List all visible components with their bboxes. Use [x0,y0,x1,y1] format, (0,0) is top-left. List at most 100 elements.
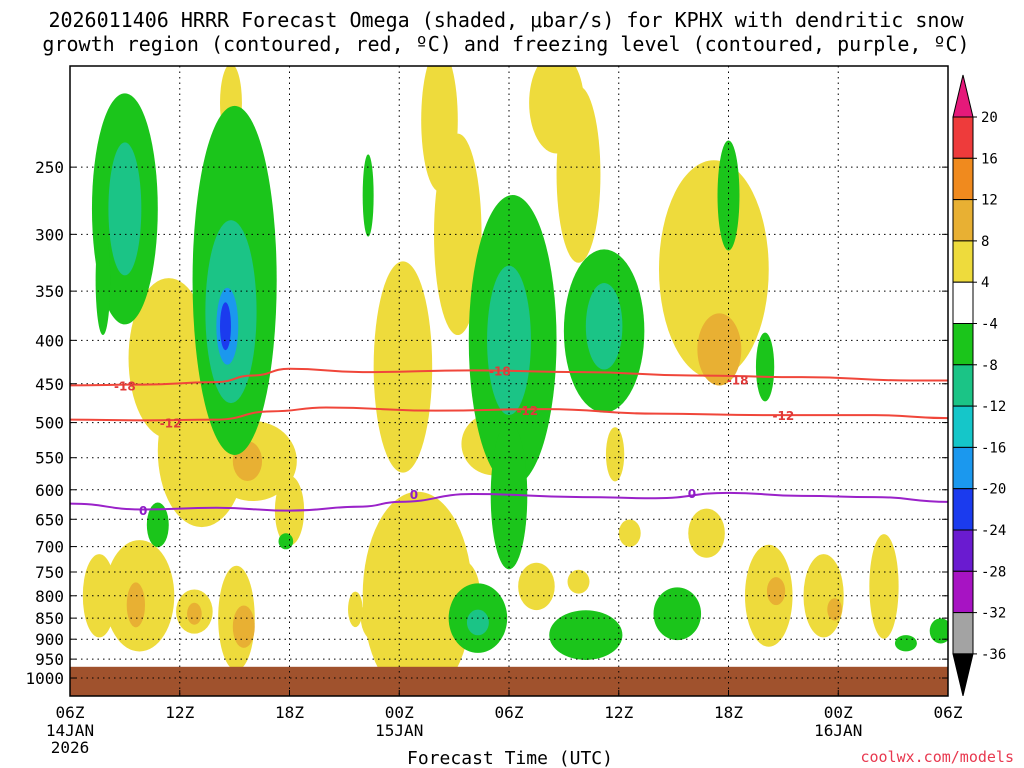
y-tick-label: 750 [35,563,64,582]
omega-region-21 [82,554,116,638]
y-tick-label: 800 [35,587,64,606]
contour-label: -12 [160,417,182,431]
omega-region-34 [766,577,786,606]
omega-region-53 [466,609,489,636]
omega-region-16 [618,519,641,547]
omega-region-47 [487,265,531,416]
omega-region-19 [126,582,145,628]
colorbar-segment [952,612,974,655]
colorbar-segment [952,157,974,201]
x-axis-label: Forecast Time (UTC) [407,748,613,768]
colorbar-segment [952,364,974,407]
colorbar-label: -28 [981,564,1006,580]
omega-region-55 [653,587,702,641]
colorbar-bottom-cap [952,653,974,697]
y-tick-label: 450 [35,375,64,394]
x-tick-label: 12Z [604,703,633,722]
omega-region-17 [688,508,725,558]
omega-region-59 [929,618,948,644]
colorbar-segment [952,446,974,490]
colorbar-segment [952,405,974,448]
omega-region-5 [373,261,433,473]
colorbar-label: 8 [981,234,989,250]
contour-line-1 [70,406,948,422]
omega-region-23 [187,602,202,625]
omega-region-62 [362,154,374,237]
omega-region-11 [658,160,769,379]
y-tick-label: 350 [35,282,64,301]
contour-line-0 [70,367,948,387]
colorbar-label: -36 [981,647,1006,663]
omega-region-36 [827,598,842,621]
y-tick-label: 900 [35,630,64,649]
omega-region-51 [755,332,775,402]
contour-line-2 [70,491,948,512]
chart-title-line-1: 2026011406 HRRR Forecast Omega (shaded, … [48,8,964,32]
contour-label: -18 [114,379,136,393]
colorbar-label: -32 [981,606,1006,622]
contour-label: -12 [516,404,538,418]
omega-region-7 [421,66,458,192]
contour-label: -18 [727,374,749,388]
y-tick-label: 400 [35,331,64,350]
x-date-label: 15JAN [375,721,423,740]
omega-region-57 [146,502,169,548]
y-tick-label: 850 [35,609,64,628]
grid-lines [69,66,949,696]
omega-region-12 [697,313,742,386]
y-tick-label: 650 [35,510,64,529]
x-date-label: 16JAN [814,721,862,740]
chart-title-line-2: growth region (contoured, red, ºC) and f… [42,32,969,56]
colorbar-segment [952,488,974,531]
colorbar-segment [952,323,974,366]
colorbar-segment [952,281,974,325]
x-date-label: 14JAN [46,721,94,740]
omega-region-15 [605,427,625,482]
contour-label: -12 [773,409,795,423]
y-tick-label: 250 [35,158,64,177]
omega-region-26 [232,605,255,648]
colorbar-segment [952,240,974,283]
omega-region-41 [108,142,142,276]
colorbar-segment [952,199,974,242]
credit-link[interactable]: coolwx.com/models [860,748,1014,766]
x-tick-label: 00Z [385,703,414,722]
colorbar-label: -8 [981,358,998,374]
temperature-contours: -18 -18 -18 -12 -12 -12 0 0 0 [70,364,948,518]
colorbar-label: 20 [981,110,998,126]
contour-label: 0 [139,504,147,518]
x-tick-label: 00Z [824,703,853,722]
omega-region-38 [362,491,473,696]
colorbar-label: 16 [981,151,998,167]
colorbar-label: 4 [981,275,989,291]
omega-region-31 [518,562,555,611]
omega-region-10 [556,86,601,263]
colorbar-segment [952,570,974,614]
omega-region-27 [348,591,363,628]
colorbar-label: -16 [981,440,1006,456]
omega-region-45 [219,302,231,351]
colorbar-label: -12 [981,399,1006,415]
x-tick-label: 06Z [934,703,963,722]
colorbar-label: 12 [981,193,998,209]
x-tick-label: 06Z [495,703,524,722]
omega-region-60 [894,635,917,652]
y-tick-label: 600 [35,481,64,500]
contour-label: -18 [489,364,511,378]
colorbar-segment [952,529,974,572]
y-tick-label: 700 [35,538,64,557]
omega-region-50 [717,140,740,251]
colorbar-label: -20 [981,482,1006,498]
y-tick-label: 300 [35,225,64,244]
omega-region-49 [585,282,623,370]
colorbar-top-cap [952,74,974,118]
omega-region-61 [95,225,111,336]
omega-region-32 [567,569,590,594]
x-tick-label: 12Z [165,703,194,722]
colorbar-label: -24 [981,523,1006,539]
y-tick-label: 950 [35,650,64,669]
contour-label: 0 [688,487,696,501]
omega-region-54 [549,610,623,660]
